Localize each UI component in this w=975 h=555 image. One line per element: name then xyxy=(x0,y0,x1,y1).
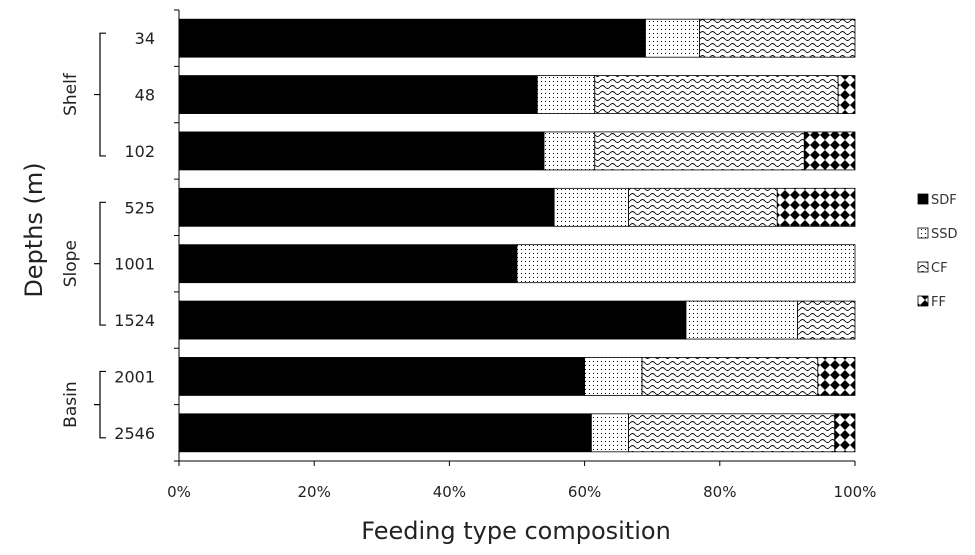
legend-label-sdf: SDF xyxy=(931,193,957,208)
x-tick-label: 60% xyxy=(568,483,601,501)
group-label-basin: Basin xyxy=(61,381,81,427)
y-axis-title: Depths (m) xyxy=(20,162,48,297)
bar-segment-ssd-1524 xyxy=(685,300,798,340)
bar-segment-cf-525 xyxy=(628,187,778,227)
bar-segment-sdf-102 xyxy=(178,131,545,171)
bar-segment-cf-2001 xyxy=(641,357,819,396)
bar-segment-sdf-2001 xyxy=(178,357,586,396)
legend-swatch-ssd xyxy=(917,227,929,239)
bar-segment-sdf-48 xyxy=(178,75,538,114)
labels-layer: 0% 20% 40% 60% 80% 100% 34 48 102 525 1001 1524 2001… xyxy=(61,29,876,501)
bar-segment-cf-34 xyxy=(699,18,856,58)
legend: SDF SSD CF FF xyxy=(917,193,958,310)
depth-label: 2001 xyxy=(114,367,155,386)
bar-segment-ssd-1001 xyxy=(516,244,856,284)
bar-segment-sdf-1001 xyxy=(178,244,518,284)
x-tick-label: 40% xyxy=(433,483,466,501)
bar-segment-cf-1524 xyxy=(797,300,856,340)
bar-segment-sdf-34 xyxy=(178,18,646,58)
group-bracket-basin xyxy=(94,370,106,439)
bar-segment-ssd-34 xyxy=(645,18,700,58)
depth-label: 34 xyxy=(135,29,155,48)
bar-segment-ssd-48 xyxy=(536,75,596,114)
bar-segment-ssd-102 xyxy=(543,131,596,171)
bar-segment-ff-2001 xyxy=(817,357,856,396)
bar-segment-ssd-2546 xyxy=(590,413,629,453)
x-tick-label: 20% xyxy=(298,483,331,501)
depth-label: 1524 xyxy=(114,311,155,330)
group-label-shelf: Shelf xyxy=(61,72,81,116)
bar-segment-cf-48 xyxy=(594,75,839,114)
group-label-slope: Slope xyxy=(61,240,81,287)
bar-segment-ff-525 xyxy=(776,187,856,227)
x-tick-label: 100% xyxy=(834,483,877,501)
bar-segment-sdf-525 xyxy=(178,187,555,227)
bar-segment-sdf-1524 xyxy=(178,300,687,340)
bar-segment-ff-48 xyxy=(837,75,856,114)
depth-label: 2546 xyxy=(114,424,155,443)
legend-swatch-ff xyxy=(917,295,929,307)
depth-label: 1001 xyxy=(114,255,155,274)
x-tick-label: 0% xyxy=(167,483,191,501)
legend-swatch-sdf xyxy=(917,193,929,205)
group-bracket-slope xyxy=(94,201,106,326)
x-tick-label: 80% xyxy=(703,483,736,501)
depth-label: 102 xyxy=(124,142,155,161)
legend-label-ssd: SSD xyxy=(931,227,958,242)
bars-layer xyxy=(178,18,856,453)
bar-segment-sdf-2546 xyxy=(178,413,592,453)
bar-segment-cf-102 xyxy=(594,131,805,171)
axes-layer xyxy=(94,9,856,466)
legend-label-ff: FF xyxy=(931,295,946,310)
depth-label: 48 xyxy=(135,86,155,105)
bar-segment-ff-2546 xyxy=(834,413,856,453)
bar-segment-cf-2546 xyxy=(628,413,836,453)
x-axis-title: Feeding type composition xyxy=(361,517,671,545)
bar-segment-ssd-525 xyxy=(553,187,629,227)
bar-segment-ssd-2001 xyxy=(584,357,643,396)
bar-segment-ff-102 xyxy=(803,131,856,171)
group-bracket-shelf xyxy=(94,32,106,157)
legend-swatch-cf xyxy=(917,261,929,273)
depth-label: 525 xyxy=(124,198,155,217)
legend-label-cf: CF xyxy=(931,261,948,276)
